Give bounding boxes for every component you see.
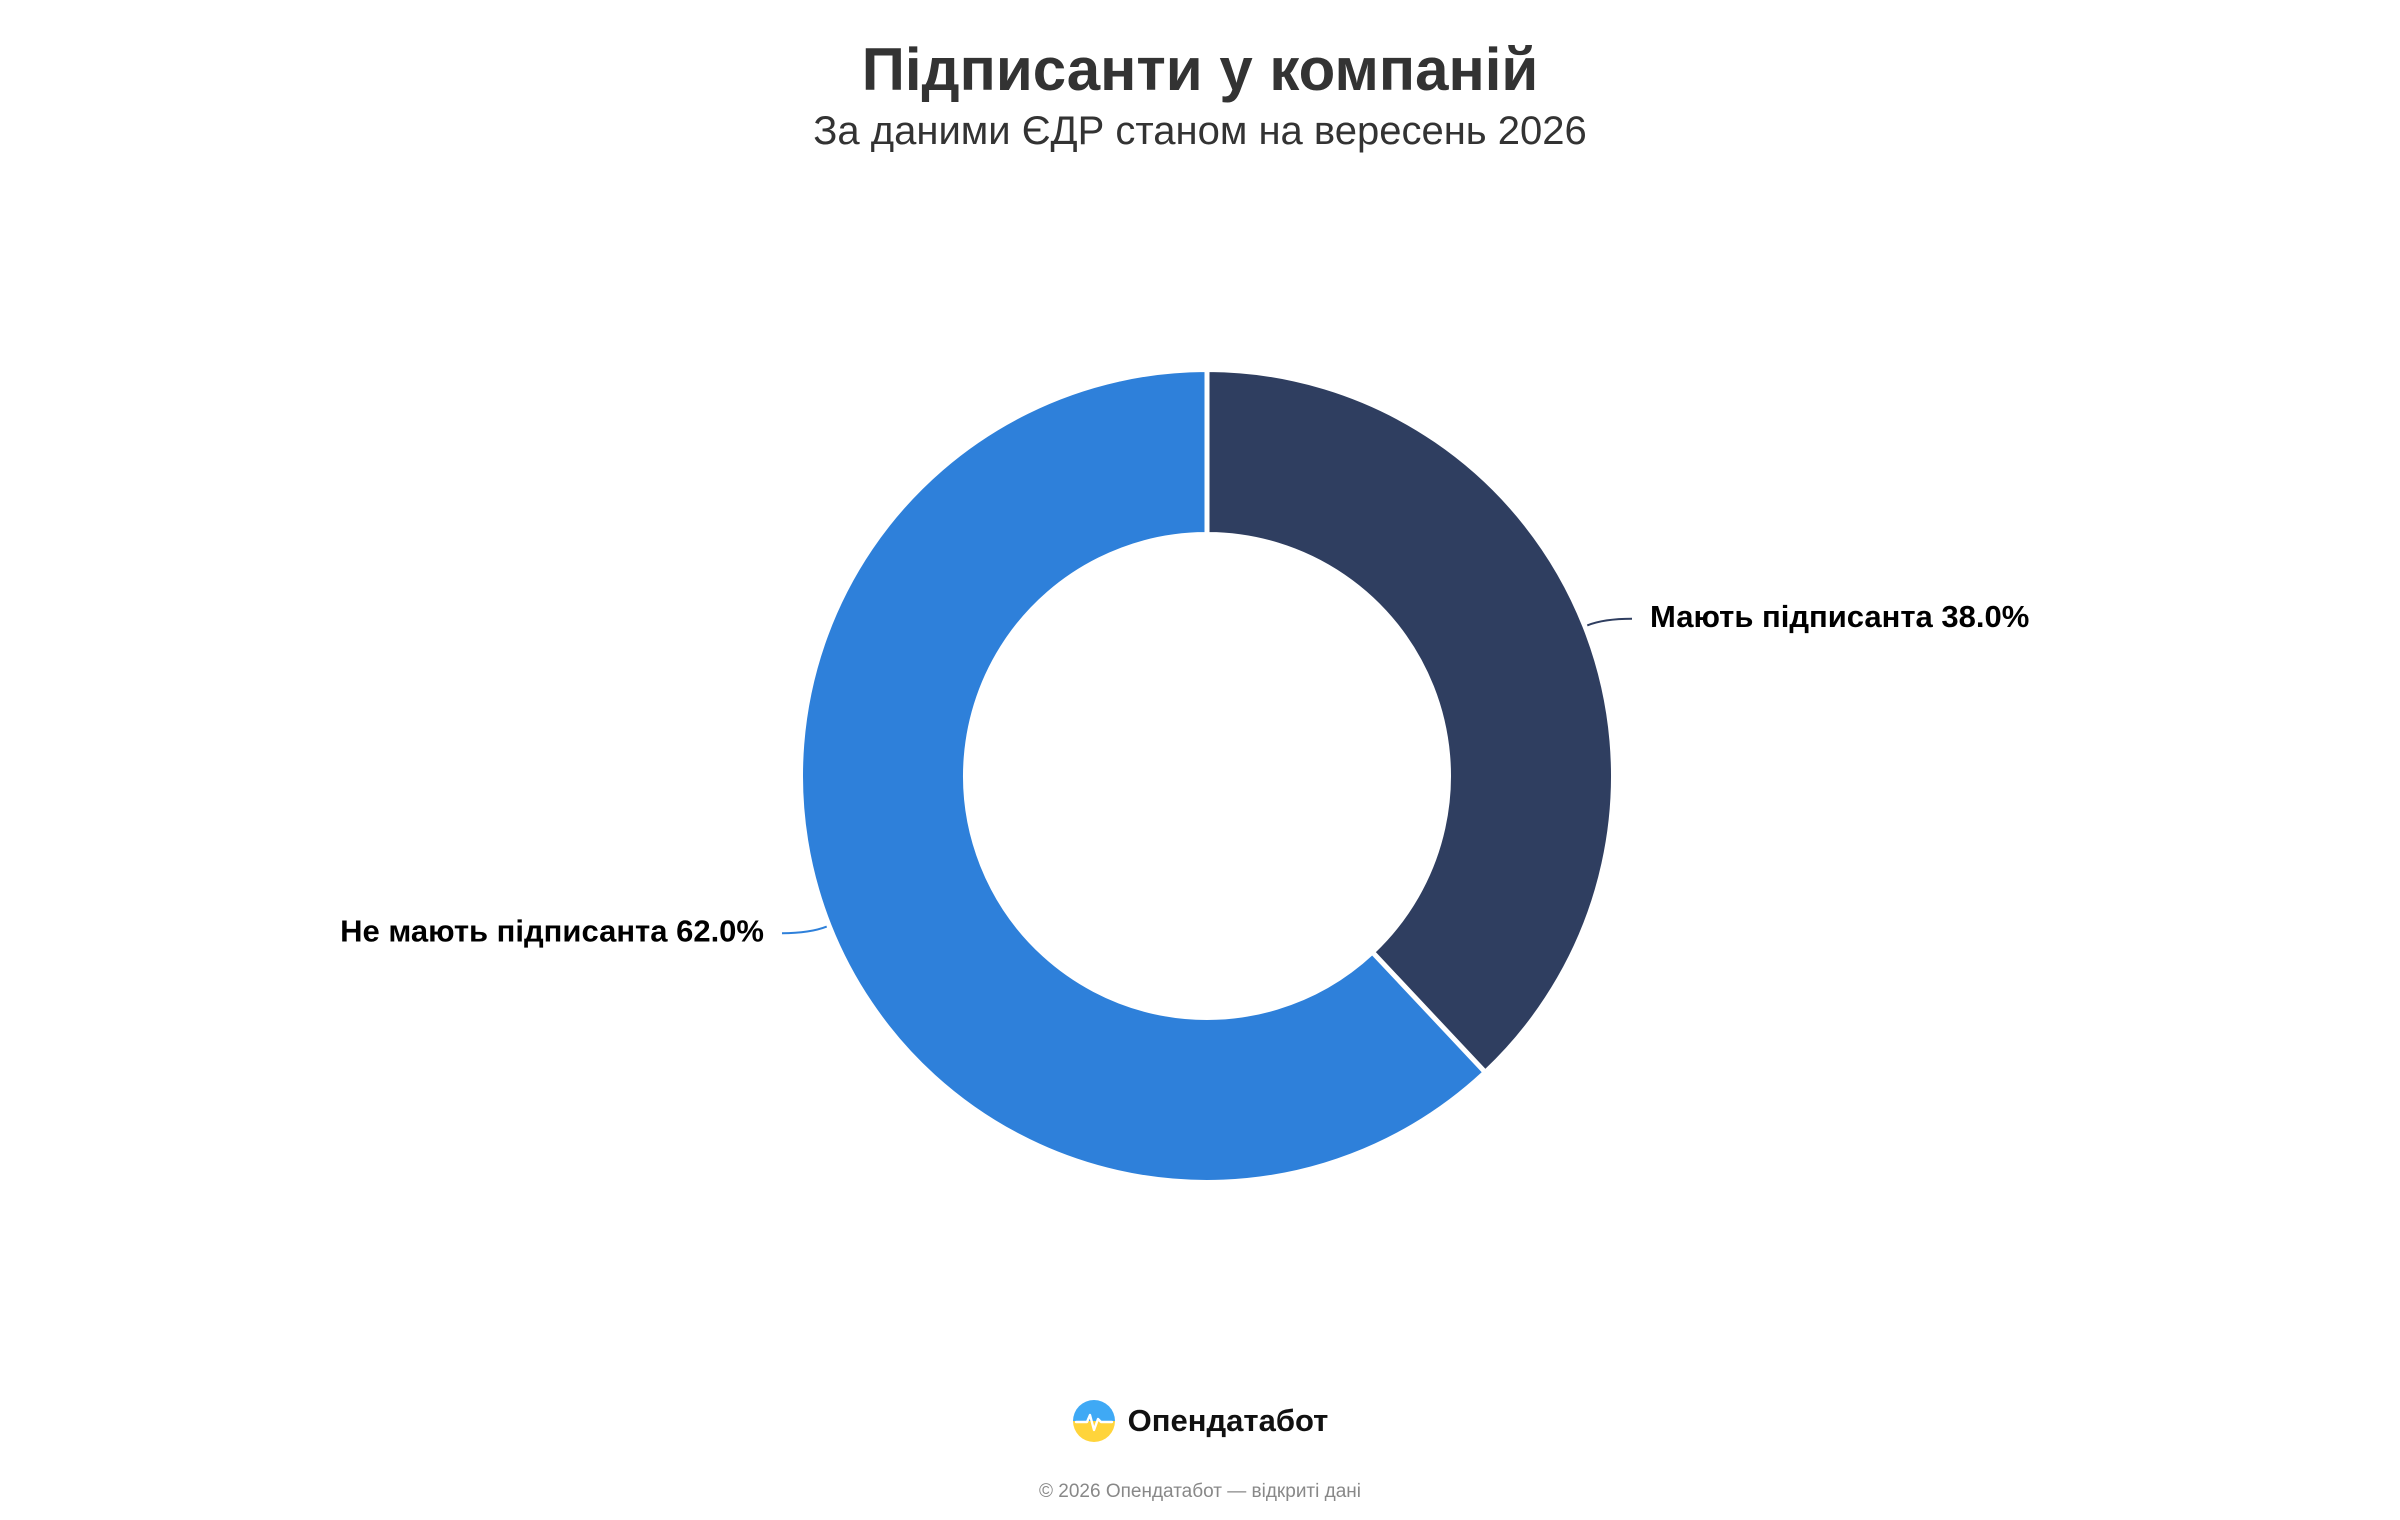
brand[interactable]: Опендатабот (0, 1396, 2400, 1446)
slice-label-1: Не мають підписанта 62.0% (340, 913, 764, 948)
donut-slice-0[interactable] (1207, 370, 1613, 1072)
chart-subtitle: За даними ЄДР станом на вересень 2026 (813, 109, 1587, 153)
copyright-text: © 2026 Опендатабот — відкриті дані (1039, 1481, 1361, 1502)
slice-label-0: Мають підписанта 38.0% (1650, 599, 2029, 634)
donut-slices (801, 370, 1613, 1182)
chart-title: Підписанти у компаній (861, 36, 1539, 103)
donut-slice-1[interactable] (801, 370, 1485, 1182)
label-connector-1 (781, 925, 828, 935)
label-connector-0 (1586, 617, 1633, 627)
slice-labels: Мають підписанта 38.0% Не мають підписант… (340, 599, 2029, 948)
opendatabot-logo-icon (1072, 1400, 1115, 1442)
label-connectors (781, 617, 1633, 935)
brand-name: Опендатабот (1127, 1403, 1329, 1438)
